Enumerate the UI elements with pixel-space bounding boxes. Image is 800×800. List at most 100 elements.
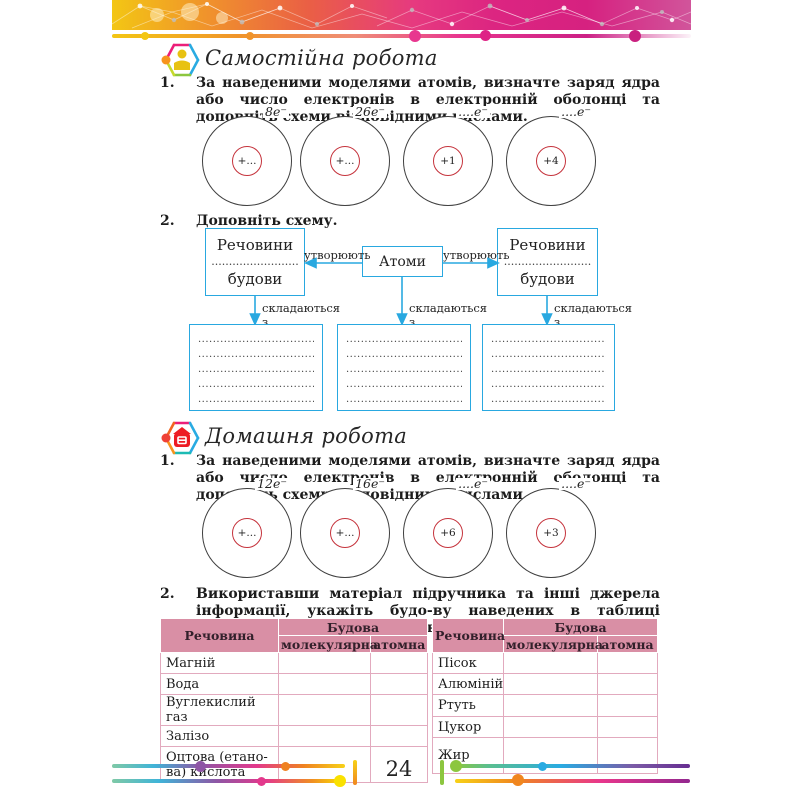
atom-model: 12e⁻ +... xyxy=(202,477,292,578)
electron-count-label: ....e⁻ xyxy=(456,476,490,491)
substance-table-left: Речовина Будова молекулярна атомна Магні… xyxy=(160,618,429,783)
answer-cell xyxy=(278,694,371,726)
dotted-answer-line: ........................................… xyxy=(346,394,462,405)
scheme-box-text: будови xyxy=(520,270,575,288)
atom-model: 16e⁻ +... xyxy=(300,477,390,578)
rule-dot xyxy=(141,32,149,40)
electron-count-label: 12e⁻ xyxy=(255,476,289,491)
col-header-structure: Будова xyxy=(502,618,659,636)
selfwork-task1-text: За наведеними моделями атомів, визначте … xyxy=(196,75,660,125)
footer-dot xyxy=(334,775,346,787)
header-gradient-rule xyxy=(112,34,691,38)
network-pattern-icon xyxy=(112,2,691,29)
selfwork-task2-text: Доповніть схему. xyxy=(196,213,338,229)
scheme-box-text: Атоми xyxy=(379,253,426,270)
answer-cell xyxy=(369,673,429,695)
atom-model: 8e⁻ +... xyxy=(202,105,292,206)
scheme-left-box: Речовини ......................... будов… xyxy=(205,228,305,296)
arrow-label-left: утворюють xyxy=(304,248,371,262)
substance-cell: Жир xyxy=(432,737,504,774)
dotted-answer-line: ........................................… xyxy=(198,394,314,405)
answer-cell xyxy=(596,716,659,738)
answer-cell xyxy=(503,737,598,774)
col-header-molecular: молекулярна xyxy=(503,635,603,653)
answer-cell xyxy=(369,746,429,783)
scheme-box-text: Речовини xyxy=(509,236,586,254)
rule-dot xyxy=(480,30,491,41)
answer-cell xyxy=(369,725,429,747)
substance-cell: Ртуть xyxy=(432,694,504,717)
footer-rule xyxy=(455,779,690,783)
dotted-answer-line: ........................................… xyxy=(491,349,606,360)
col-header-substance: Речовина xyxy=(160,618,279,653)
nucleus-charge: +6 xyxy=(433,518,463,548)
rule-dot xyxy=(629,30,641,42)
page-number: 24 xyxy=(385,757,413,781)
nucleus-charge: +1 xyxy=(433,146,463,176)
dotted-answer-line: ........................................… xyxy=(346,364,462,375)
dotted-answer-line: ........................................… xyxy=(198,379,314,390)
footer-dot xyxy=(257,777,266,786)
task-number: 2. xyxy=(160,586,175,602)
nucleus-charge: +... xyxy=(232,146,262,176)
footer-rule xyxy=(112,764,345,768)
answer-cell xyxy=(503,673,598,695)
scheme-answer-box: ........................................… xyxy=(189,324,323,411)
scheme-box-text: Речовини xyxy=(216,236,294,254)
dotted-answer-line: ........................................… xyxy=(491,379,606,390)
down-arrow-label: складаються з xyxy=(409,301,488,329)
substance-cell: Вуглекислий газ xyxy=(160,694,279,726)
substance-cell: Вода xyxy=(160,673,279,695)
electron-count-label: ....e⁻ xyxy=(559,476,593,491)
footer-dot xyxy=(538,762,547,771)
header-network-band xyxy=(112,0,691,30)
down-arrow-label: складаються з xyxy=(262,301,341,329)
scheme-answer-box: ........................................… xyxy=(337,324,471,411)
footer-dot xyxy=(195,761,206,772)
answer-cell xyxy=(278,725,371,747)
footer-dot xyxy=(512,774,524,786)
answer-cell xyxy=(503,716,598,738)
electron-count-label: 16e⁻ xyxy=(353,476,387,491)
substance-cell: Цукор xyxy=(432,716,504,738)
dotted-answer-line: ........................................… xyxy=(491,334,606,345)
answer-cell xyxy=(369,652,429,674)
dotted-answer-line: ........................................… xyxy=(491,364,606,375)
col-header-structure: Будова xyxy=(277,618,429,636)
atom-model: ....e⁻ +6 xyxy=(403,477,493,578)
nucleus-charge: +4 xyxy=(536,146,566,176)
substance-cell: Пісок xyxy=(432,652,504,674)
rule-dot xyxy=(246,32,254,40)
scheme-answer-box: ........................................… xyxy=(482,324,615,411)
electron-count-label: ....e⁻ xyxy=(456,104,490,119)
nucleus-charge: +... xyxy=(330,146,360,176)
task-number: 1. xyxy=(160,453,175,469)
substance-cell: Залізо xyxy=(160,725,279,747)
footer-divider-bar xyxy=(353,760,357,785)
answer-cell xyxy=(369,694,429,726)
atom-model: 26e⁻ +... xyxy=(300,105,390,206)
dotted-answer-line: ........................................… xyxy=(198,349,314,360)
atom-model: ....e⁻ +4 xyxy=(506,105,596,206)
answer-cell xyxy=(596,673,659,695)
nucleus-charge: +3 xyxy=(536,518,566,548)
col-header-atomic: атомна xyxy=(369,635,429,653)
scheme-box-dots: ......................... xyxy=(211,255,299,268)
arrow-label-right: утворюють xyxy=(443,248,510,262)
rule-dot xyxy=(409,30,421,42)
scheme-box-text: будови xyxy=(227,270,283,288)
answer-cell xyxy=(596,652,659,674)
answer-cell xyxy=(278,673,371,695)
substance-cell: Алюміній xyxy=(432,673,504,695)
dotted-answer-line: ........................................… xyxy=(346,349,462,360)
electron-count-label: 8e⁻ xyxy=(263,104,289,119)
electron-count-label: ....e⁻ xyxy=(559,104,593,119)
dotted-answer-line: ........................................… xyxy=(491,394,606,405)
selfwork-section-title: Самостійна робота xyxy=(205,46,438,70)
answer-cell xyxy=(503,694,598,717)
nucleus-charge: +... xyxy=(232,518,262,548)
atom-model: ....e⁻ +1 xyxy=(403,105,493,206)
down-arrow-label: складаються з xyxy=(554,301,633,329)
scheme-box-dots: ......................... xyxy=(503,255,592,268)
